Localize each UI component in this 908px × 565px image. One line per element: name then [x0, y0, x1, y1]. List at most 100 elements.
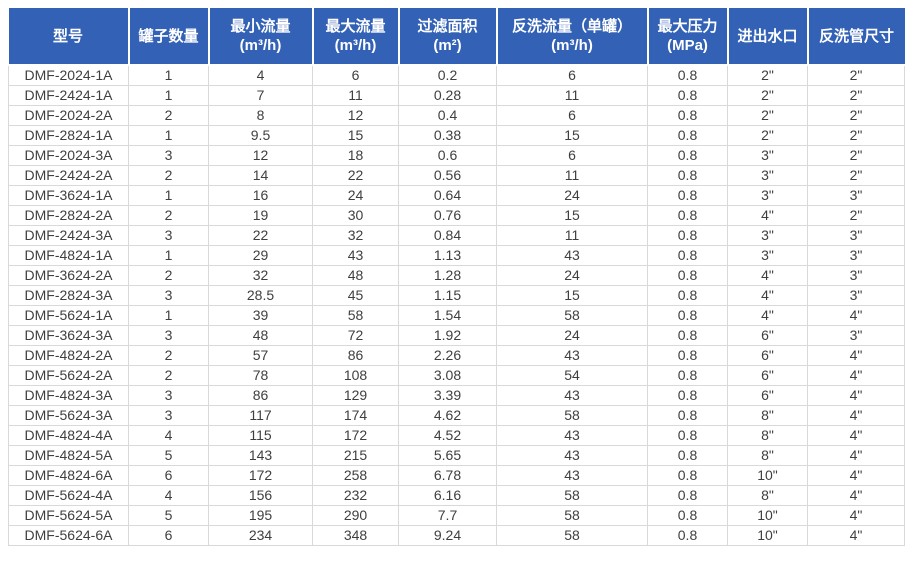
cell-max-flow: 11	[312, 85, 399, 106]
cell-tank-count: 3	[128, 285, 209, 306]
cell-tank-count: 3	[128, 145, 209, 166]
column-unit: (m³/h)	[334, 37, 377, 54]
cell-filter-area: 1.13	[398, 245, 497, 266]
column-header-filter-area: 过滤面积 (m²)	[397, 8, 497, 66]
cell-tank-count: 5	[128, 445, 209, 466]
cell-min-flow: 78	[208, 365, 313, 386]
cell-max-flow: 24	[312, 185, 399, 206]
cell-filter-area: 7.7	[398, 505, 497, 526]
cell-backwash-pipe: 2"	[807, 64, 905, 86]
cell-max-pressure: 0.8	[647, 245, 728, 266]
cell-model: DMF-2024-2A	[8, 105, 129, 126]
cell-backwash-flow: 11	[496, 225, 648, 246]
cell-backwash-pipe: 3"	[807, 285, 905, 306]
cell-max-flow: 18	[312, 145, 399, 166]
cell-inlet-outlet: 6"	[727, 325, 808, 346]
cell-backwash-flow: 15	[496, 205, 648, 226]
cell-model: DMF-3624-2A	[8, 265, 129, 286]
cell-max-flow: 32	[312, 225, 399, 246]
column-unit: (m³/h)	[551, 37, 593, 54]
cell-inlet-outlet: 3"	[727, 185, 808, 206]
cell-tank-count: 3	[128, 325, 209, 346]
cell-inlet-outlet: 3"	[727, 145, 808, 166]
cell-filter-area: 3.08	[398, 365, 497, 386]
spec-table-container: 型号 罐子数量 最小流量 (m³/h) 最大流量 (m³/h) 过滤面积 (m²) 反洗流量（单…	[8, 8, 905, 546]
table-row: DMF-5624-2A 2 78 108 3.08 54 0.8 6" 4"	[8, 365, 905, 386]
cell-max-flow: 58	[312, 305, 399, 326]
column-label: 最大压力	[657, 18, 718, 35]
column-label: 最大流量	[325, 18, 386, 35]
cell-backwash-flow: 6	[496, 64, 648, 86]
cell-filter-area: 6.78	[398, 465, 497, 486]
cell-model: DMF-4824-1A	[8, 245, 129, 266]
cell-min-flow: 22	[208, 225, 313, 246]
table-row: DMF-4824-1A 1 29 43 1.13 43 0.8 3" 3"	[8, 245, 905, 266]
cell-inlet-outlet: 8"	[727, 485, 808, 506]
cell-model: DMF-5624-3A	[8, 405, 129, 426]
cell-min-flow: 143	[208, 445, 313, 466]
table-row: DMF-2824-1A 1 9.5 15 0.38 15 0.8 2" 2"	[8, 125, 905, 146]
cell-max-pressure: 0.8	[647, 505, 728, 526]
cell-backwash-flow: 43	[496, 245, 648, 266]
cell-min-flow: 8	[208, 105, 313, 126]
cell-filter-area: 0.6	[398, 145, 497, 166]
cell-backwash-pipe: 4"	[807, 505, 905, 526]
cell-max-pressure: 0.8	[647, 385, 728, 406]
cell-backwash-pipe: 4"	[807, 485, 905, 506]
cell-inlet-outlet: 2"	[727, 105, 808, 126]
cell-backwash-pipe: 4"	[807, 305, 905, 326]
column-header-backwash-flow: 反洗流量（单罐） (m³/h)	[495, 8, 648, 66]
cell-tank-count: 2	[128, 165, 209, 186]
cell-tank-count: 2	[128, 105, 209, 126]
cell-backwash-pipe: 3"	[807, 185, 905, 206]
column-label: 进出水口	[737, 27, 798, 45]
cell-max-pressure: 0.8	[647, 225, 728, 246]
cell-max-flow: 348	[312, 525, 399, 546]
cell-model: DMF-4824-2A	[8, 345, 129, 366]
cell-min-flow: 172	[208, 465, 313, 486]
column-header-inlet-outlet: 进出水口	[726, 8, 808, 66]
cell-max-flow: 72	[312, 325, 399, 346]
column-label: 反洗流量（单罐）	[511, 18, 632, 35]
column-header-model: 型号	[8, 8, 129, 66]
cell-backwash-pipe: 2"	[807, 125, 905, 146]
cell-model: DMF-2824-3A	[8, 285, 129, 306]
cell-filter-area: 0.64	[398, 185, 497, 206]
cell-filter-area: 1.54	[398, 305, 497, 326]
cell-max-flow: 43	[312, 245, 399, 266]
cell-backwash-flow: 58	[496, 405, 648, 426]
cell-inlet-outlet: 10"	[727, 525, 808, 546]
cell-backwash-pipe: 4"	[807, 365, 905, 386]
cell-min-flow: 234	[208, 525, 313, 546]
cell-filter-area: 0.38	[398, 125, 497, 146]
table-row: DMF-5624-3A 3 117 174 4.62 58 0.8 8" 4"	[8, 405, 905, 426]
cell-model: DMF-5624-4A	[8, 485, 129, 506]
cell-min-flow: 16	[208, 185, 313, 206]
cell-inlet-outlet: 10"	[727, 505, 808, 526]
cell-tank-count: 1	[128, 85, 209, 106]
cell-inlet-outlet: 8"	[727, 445, 808, 466]
cell-max-pressure: 0.8	[647, 85, 728, 106]
cell-max-flow: 258	[312, 465, 399, 486]
cell-max-pressure: 0.8	[647, 305, 728, 326]
cell-inlet-outlet: 6"	[727, 385, 808, 406]
cell-max-pressure: 0.8	[647, 525, 728, 546]
cell-max-pressure: 0.8	[647, 325, 728, 346]
cell-max-pressure: 0.8	[647, 365, 728, 386]
cell-max-pressure: 0.8	[647, 285, 728, 306]
cell-filter-area: 3.39	[398, 385, 497, 406]
cell-inlet-outlet: 3"	[727, 245, 808, 266]
cell-backwash-flow: 43	[496, 445, 648, 466]
cell-inlet-outlet: 4"	[727, 285, 808, 306]
cell-min-flow: 156	[208, 485, 313, 506]
cell-max-pressure: 0.8	[647, 165, 728, 186]
cell-backwash-pipe: 2"	[807, 165, 905, 186]
table-row: DMF-3624-1A 1 16 24 0.64 24 0.8 3" 3"	[8, 185, 905, 206]
table-row: DMF-4824-3A 3 86 129 3.39 43 0.8 6" 4"	[8, 385, 905, 406]
cell-max-flow: 48	[312, 265, 399, 286]
table-row: DMF-2824-2A 2 19 30 0.76 15 0.8 4" 2"	[8, 205, 905, 226]
cell-max-pressure: 0.8	[647, 405, 728, 426]
table-row: DMF-3624-3A 3 48 72 1.92 24 0.8 6" 3"	[8, 325, 905, 346]
table-row: DMF-2424-2A 2 14 22 0.56 11 0.8 3" 2"	[8, 165, 905, 186]
cell-max-flow: 12	[312, 105, 399, 126]
